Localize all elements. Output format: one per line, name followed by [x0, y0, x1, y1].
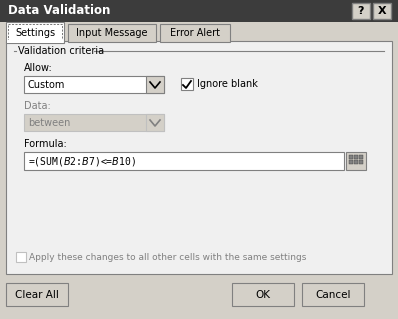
Text: Allow:: Allow: — [24, 63, 53, 73]
Bar — [349, 155, 353, 159]
Text: =(SUM($B$2:$B$7)<=$B$10): =(SUM($B$2:$B$7)<=$B$10) — [28, 154, 136, 167]
Bar — [6, 283, 68, 306]
Bar — [346, 152, 366, 170]
Bar — [24, 76, 164, 93]
Bar — [160, 24, 230, 42]
Text: between: between — [28, 117, 70, 128]
Bar — [16, 252, 26, 262]
Bar — [7, 40, 63, 43]
Bar — [359, 160, 363, 164]
Text: Input Message: Input Message — [76, 28, 148, 38]
Bar — [24, 114, 164, 131]
Bar — [68, 24, 156, 42]
Bar — [0, 0, 398, 22]
Bar — [6, 41, 392, 274]
Bar — [349, 160, 353, 164]
Bar — [373, 3, 391, 19]
Bar — [359, 155, 363, 159]
Text: Clear All: Clear All — [15, 290, 59, 300]
Bar — [354, 155, 358, 159]
Text: OK: OK — [256, 290, 271, 300]
Text: Ignore blank: Ignore blank — [197, 79, 258, 89]
Text: Error Alert: Error Alert — [170, 28, 220, 38]
Text: Custom: Custom — [28, 79, 65, 90]
Bar — [181, 78, 193, 90]
Text: Formula:: Formula: — [24, 139, 67, 149]
Text: ?: ? — [358, 6, 364, 16]
Bar — [352, 3, 370, 19]
Bar — [232, 283, 294, 306]
Bar — [302, 283, 364, 306]
Text: Apply these changes to all other cells with the same settings: Apply these changes to all other cells w… — [29, 253, 306, 262]
Text: Validation criteria: Validation criteria — [18, 46, 104, 56]
Bar — [6, 22, 64, 43]
Bar — [146, 76, 164, 93]
Text: Data:: Data: — [24, 101, 51, 111]
Bar — [8, 24, 62, 41]
Text: Cancel: Cancel — [315, 290, 351, 300]
Text: X: X — [378, 6, 386, 16]
Bar — [24, 152, 344, 170]
Text: Settings: Settings — [15, 27, 55, 38]
Bar — [146, 114, 164, 131]
Text: Data Validation: Data Validation — [8, 4, 110, 18]
Bar — [354, 160, 358, 164]
